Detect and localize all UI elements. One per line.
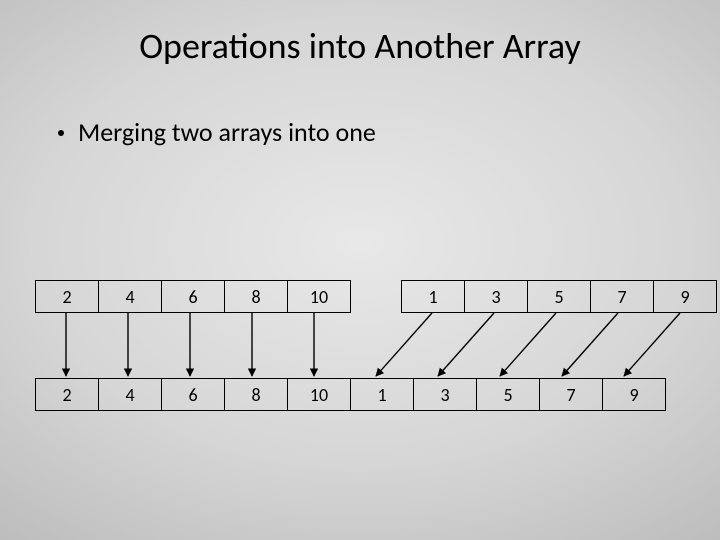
array-cell: 1 [351,379,414,411]
merged-array: 24681013579 [35,378,666,411]
array-cell: 6 [162,379,225,411]
array-cell: 2 [36,379,99,411]
bullet-icon [58,130,64,136]
merge-arrows [0,0,720,540]
array-cell: 4 [99,379,162,411]
array-cell: 2 [36,281,99,313]
array-cell: 8 [225,281,288,313]
array-cell: 10 [288,281,351,313]
slide-subtitle: Merging two arrays into one [58,116,376,148]
array-cell: 7 [591,281,654,313]
array-cell: 3 [465,281,528,313]
array-cell: 3 [414,379,477,411]
array-cell: 9 [603,379,666,411]
source-array-left: 246810 [35,280,351,313]
array-cell: 1 [402,281,465,313]
array-cell: 6 [162,281,225,313]
array-cell: 5 [477,379,540,411]
array-cell: 8 [225,379,288,411]
subtitle-text: Merging two arrays into one [78,116,376,148]
source-array-right: 13579 [401,280,717,313]
array-cell: 10 [288,379,351,411]
array-cell: 7 [540,379,603,411]
array-cell: 4 [99,281,162,313]
slide-title: Operations into Another Array [0,24,720,68]
array-cell: 9 [654,281,717,313]
array-cell: 5 [528,281,591,313]
